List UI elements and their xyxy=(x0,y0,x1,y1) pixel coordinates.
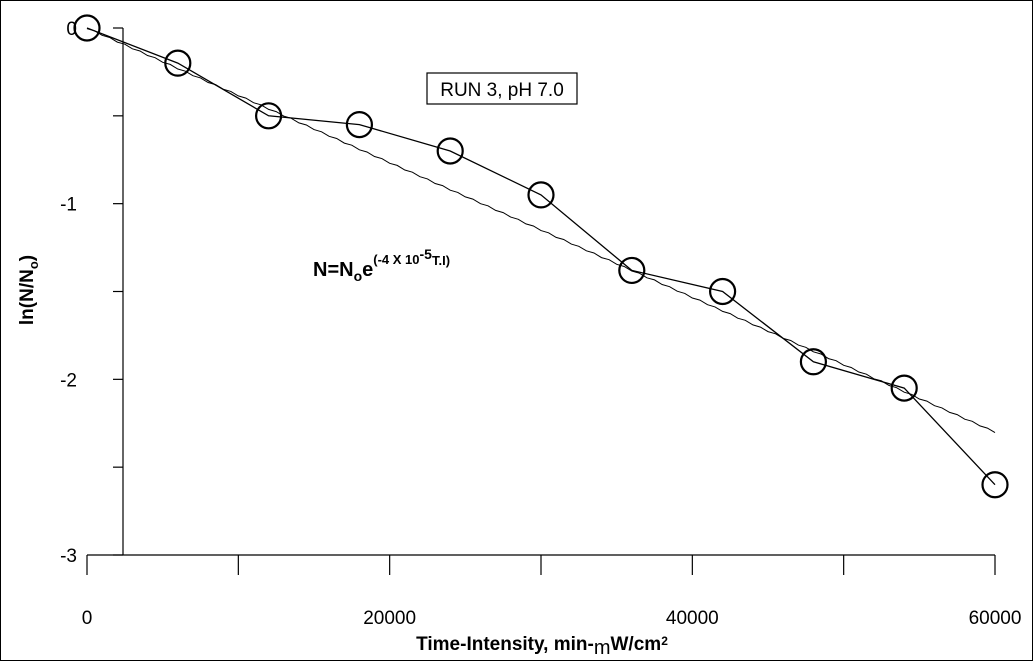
data-point xyxy=(890,374,918,402)
data-point xyxy=(618,256,646,285)
data-point xyxy=(981,471,1009,499)
annotation-text: RUN 3, pH 7.0 xyxy=(440,80,564,101)
data-point xyxy=(708,277,737,306)
data-point xyxy=(255,102,283,130)
equation-lhs-sub: o xyxy=(354,268,363,284)
y-ticks: 0 -1 -2 -3 xyxy=(60,19,123,567)
data-point xyxy=(345,111,373,139)
y-axis-title: ln(N/No) xyxy=(17,255,41,325)
data-point xyxy=(527,181,555,209)
equation-lhs: N=N xyxy=(313,259,354,281)
x-ticks: 0 20000 40000 60000 xyxy=(82,555,1022,629)
x-tick-label: 20000 xyxy=(363,608,416,629)
model-fit-line xyxy=(86,28,996,434)
y-tick-label: -2 xyxy=(60,370,77,391)
data-connector-line xyxy=(86,27,996,486)
equation-exp-a: (-4 X 10 xyxy=(373,252,419,267)
y-tick-label: 0 xyxy=(66,19,77,40)
y-tick-label: -3 xyxy=(60,546,77,567)
x-tick-label: 40000 xyxy=(666,608,719,629)
data-point xyxy=(799,348,828,376)
data-point xyxy=(436,137,464,165)
x-axis-title-mu: m xyxy=(594,637,611,659)
x-tick-label: 0 xyxy=(82,608,93,629)
equation-exp-b: T.I) xyxy=(432,253,450,268)
data-points xyxy=(73,14,1009,499)
equation-exp-pow: -5 xyxy=(420,246,433,262)
y-tick-label: -1 xyxy=(60,195,77,216)
equation-text: N=Noe(-4 X 10-5T.I) xyxy=(313,246,450,284)
annotation-box xyxy=(426,72,578,105)
x-axis-title: Time-Intensity, min-mW/cm2 xyxy=(416,634,668,659)
data-point xyxy=(164,49,192,77)
equation-base: e xyxy=(362,259,373,281)
x-tick-label: 60000 xyxy=(969,608,1022,629)
data-point xyxy=(73,14,101,42)
